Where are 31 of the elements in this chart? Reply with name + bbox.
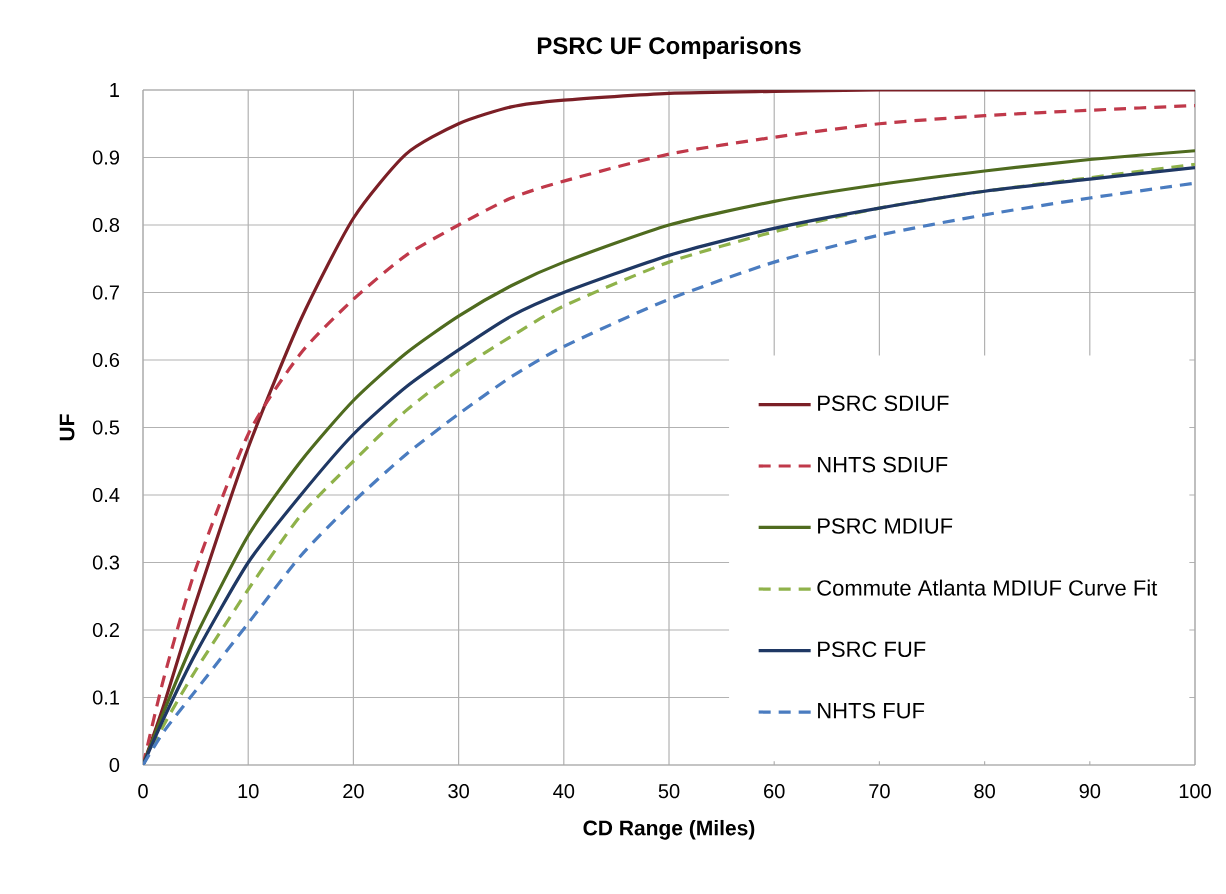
legend-label: PSRC FUF <box>818 641 926 658</box>
x-tick-label: 30 <box>448 784 469 799</box>
x-tick-label: 40 <box>553 784 575 799</box>
y-axis-title: UF <box>59 414 75 441</box>
y-tick-label: 0.2 <box>92 622 119 638</box>
legend-label: PSRC MDIUF <box>818 518 953 534</box>
x-tick-label: 20 <box>343 784 364 799</box>
y-tick-label: 0.3 <box>92 555 120 570</box>
y-tick-label: 0.4 <box>92 487 120 503</box>
y-tick-label: 0.1 <box>92 690 119 705</box>
legend-label: NHTS SDIUF <box>818 456 948 473</box>
y-tick-label: 0.6 <box>92 352 120 368</box>
legend-label: NHTS FUF <box>818 702 925 719</box>
y-tick-label: 1 <box>110 83 119 97</box>
y-tick-label: 0.9 <box>92 150 120 165</box>
y-tick-label: 0.7 <box>92 285 119 300</box>
x-tick-label: 0 <box>138 784 148 799</box>
x-tick-label: 50 <box>658 784 680 799</box>
x-tick-label: 90 <box>1079 784 1101 799</box>
x-tick-label: 100 <box>1179 784 1211 799</box>
x-axis-title: CD Range (Miles) <box>583 819 755 840</box>
y-tick-label: 0 <box>109 757 120 773</box>
y-tick-label: 0.5 <box>92 420 120 435</box>
x-tick-label: 80 <box>974 784 995 799</box>
x-tick-label: 10 <box>238 784 259 799</box>
legend-label: PSRC SDIUF <box>818 395 949 412</box>
chart-title: PSRC UF Comparisons <box>537 36 801 59</box>
x-tick-label: 60 <box>764 784 785 799</box>
y-tick-label: 0.8 <box>92 217 120 233</box>
legend-label: Commute Atlanta MDIUF Curve Fit <box>817 579 1158 596</box>
x-tick-label: 70 <box>869 784 890 799</box>
